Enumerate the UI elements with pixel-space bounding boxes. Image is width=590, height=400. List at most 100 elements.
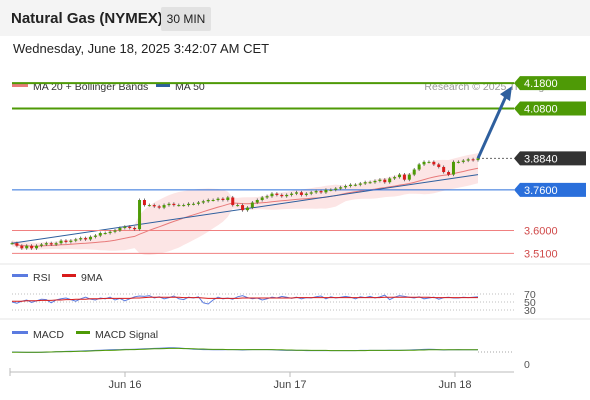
legend-rsi: RSI [33,272,51,284]
candle-body [162,205,166,208]
candle-body [187,203,191,206]
legend-swatch-macd-signal [76,331,90,334]
legend-macd: MACD [33,329,64,341]
candle-body [432,161,436,165]
candle-body [64,240,68,242]
legend-swatch-rsi [12,274,28,277]
candle-body [206,200,210,202]
level-box-pivot [514,182,586,197]
candle-body [98,233,102,236]
projection-arrow [476,95,508,159]
candle-body [407,174,411,180]
candle-body [358,183,362,185]
candle-body [201,201,205,203]
candle-body [348,184,352,187]
candle-body [79,238,83,240]
candle-body [172,203,176,206]
candle-body [319,191,323,193]
candle-body [447,172,451,175]
level-label-resistance: 4.1800 [524,78,558,90]
candle-body [231,197,235,206]
candle-body [177,205,181,207]
header-bar: Natural Gas (NYMEX) 30 MIN [0,0,590,36]
candle-body [44,243,48,245]
instrument-title: Natural Gas (NYMEX) [11,10,163,27]
candle-body [265,196,269,198]
level-label-last: 3.8840 [524,153,558,165]
legend-swatch-ma20 [12,84,28,87]
x-tick-label: Jun 18 [438,379,471,391]
candle-body [216,198,220,200]
level-label-support: 3.5100 [524,248,558,260]
candle-body [285,194,289,197]
candle-body [250,202,254,208]
candle-body [133,227,137,230]
candle-body [466,159,470,161]
candle-body [295,192,299,194]
level-box-resistance [514,101,586,116]
candle-body [20,245,24,249]
candle-body [10,243,14,245]
legend-swatch-rsi-9ma [62,274,76,277]
datetime-label: Wednesday, June 18, 2025 3:42:07 AM CET [13,41,270,56]
candle-body [334,188,338,190]
x-tick-label: Jun 16 [108,379,141,391]
candle-body [59,240,63,244]
candle-body [30,245,34,249]
candle-body [138,200,142,230]
candle-body [393,177,397,179]
macd-zero-label: 0 [524,359,530,371]
candle-body [412,169,416,175]
candle-body [226,197,230,200]
candle-body [35,245,39,249]
candle-body [93,235,97,237]
candle-body [108,231,112,234]
candle-body [456,161,460,163]
rsi-level-label: 50 [524,297,536,309]
candle-body [147,205,151,207]
ma50-line [11,174,479,244]
candle-body [368,182,372,184]
candle-body [304,193,308,195]
candle-body [402,174,406,180]
candle-body [471,159,475,161]
candle-body [383,179,387,183]
candle-body [388,178,392,183]
macd-signal-line [12,347,478,353]
timeframe-button[interactable]: 30 MIN [161,7,211,31]
x-tick-label: Jun 17 [273,379,306,391]
candle-body [442,166,446,173]
candle-body [309,192,313,194]
candle-body [275,193,279,195]
candle-body [236,205,240,207]
candle-body [417,164,421,170]
rsi-level-label: 70 [524,289,536,301]
level-label-resistance: 4.0800 [524,104,558,116]
candle-body [451,161,455,175]
candle-body [103,233,107,235]
candle-body [84,238,88,240]
candle-body [152,205,156,207]
candle-body [191,203,195,205]
candle-body [270,193,274,197]
candle-body [221,198,225,200]
candle-body [373,180,377,183]
candle-body [398,174,402,178]
candle-body [211,200,215,201]
candle-body [476,158,480,161]
candle-body [128,226,132,228]
candle-body [339,187,343,189]
candle-body [241,205,245,211]
candle-body [422,161,426,165]
level-box-last [514,151,586,166]
candle-body [157,206,161,208]
legend-swatch-ma50 [156,84,170,87]
rsi-level-label: 30 [524,305,536,317]
rsi-9ma-line [12,296,478,302]
projection-arrowhead [500,86,512,102]
legend-macd-signal: MACD Signal [95,329,158,341]
candle-body [427,161,431,163]
level-label-support: 3.6000 [524,226,558,238]
